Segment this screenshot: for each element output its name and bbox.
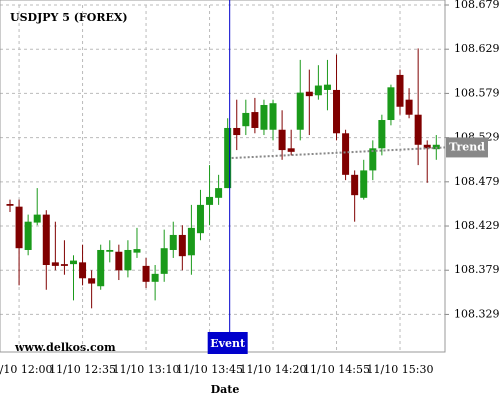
candle-body xyxy=(15,206,23,249)
watermark: www.delkos.com xyxy=(14,341,116,354)
candle-body xyxy=(323,84,331,90)
candle-body xyxy=(378,120,386,149)
x-tick-label: 11/10 12:00 xyxy=(0,363,53,376)
trend-label: Trend xyxy=(449,140,485,153)
candle-body xyxy=(196,204,204,234)
candle-body xyxy=(396,74,404,107)
candle-body xyxy=(233,127,241,136)
candle-body xyxy=(51,262,59,266)
candle-body xyxy=(178,234,186,257)
candle-body xyxy=(6,204,14,206)
candle-body xyxy=(79,262,87,279)
x-tick-label: 11/10 13:10 xyxy=(113,363,180,376)
x-axis-label: Date xyxy=(211,383,240,396)
candle-body xyxy=(287,148,295,152)
candle-body xyxy=(33,214,41,223)
candle-body xyxy=(387,87,395,121)
candle-body xyxy=(187,227,195,256)
candle-body xyxy=(42,214,50,266)
x-tick-label: 11/10 14:20 xyxy=(240,363,307,376)
x-tick-label: 11/10 13:45 xyxy=(176,363,243,376)
candle-body xyxy=(124,249,132,271)
candle-body xyxy=(260,104,268,130)
candle-body xyxy=(160,248,168,274)
candle-body xyxy=(97,249,105,287)
candle-body xyxy=(333,89,341,134)
x-tick-label: 11/10 12:35 xyxy=(49,363,116,376)
candle-body xyxy=(296,92,304,130)
candle-body xyxy=(115,251,123,271)
candle-body xyxy=(369,148,377,171)
x-tick-label: 11/10 15:30 xyxy=(367,363,434,376)
candle-body xyxy=(24,221,32,250)
y-tick-label: 108.6791 xyxy=(454,0,500,11)
candle-body xyxy=(314,85,322,96)
candle-body xyxy=(414,114,422,145)
plot-border xyxy=(0,0,446,353)
candle-body xyxy=(215,188,223,198)
trend-box xyxy=(446,137,488,158)
candle-body xyxy=(251,112,259,128)
candle-body xyxy=(269,103,277,130)
candle-body xyxy=(242,112,250,127)
candle-body xyxy=(342,133,350,175)
candle-body xyxy=(423,144,431,149)
candle-body xyxy=(305,91,313,97)
candle-body xyxy=(69,260,77,265)
trend-line xyxy=(231,146,446,160)
x-tick-label: 11/10 14:55 xyxy=(303,363,370,376)
candle-body xyxy=(142,265,150,282)
candle-body xyxy=(224,127,232,189)
candle-body xyxy=(60,264,68,266)
event-label: Event xyxy=(210,337,246,350)
candle-body xyxy=(360,170,368,198)
candle-body xyxy=(405,99,413,115)
candle-body xyxy=(206,196,214,205)
candle-body xyxy=(88,278,96,284)
event-box xyxy=(207,332,248,354)
candle-body xyxy=(169,234,177,250)
candle-body xyxy=(133,249,141,253)
candle-body xyxy=(151,273,159,282)
candle-body xyxy=(106,249,114,252)
candle-body xyxy=(351,174,359,196)
candle-body xyxy=(278,129,286,151)
chart-title: USDJPY 5 (FOREX) xyxy=(10,11,128,24)
